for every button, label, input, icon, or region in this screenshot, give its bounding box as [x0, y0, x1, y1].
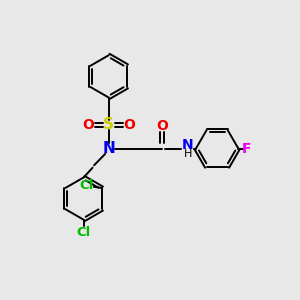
Text: H: H: [184, 149, 192, 159]
Text: O: O: [124, 118, 135, 132]
Text: Cl: Cl: [76, 226, 91, 239]
Text: F: F: [242, 142, 251, 155]
Text: N: N: [182, 138, 194, 152]
Text: S: S: [103, 118, 114, 133]
Text: O: O: [82, 118, 94, 132]
Text: O: O: [156, 119, 168, 134]
Text: N: N: [102, 141, 115, 156]
Text: Cl: Cl: [80, 179, 94, 192]
